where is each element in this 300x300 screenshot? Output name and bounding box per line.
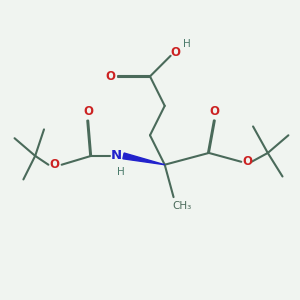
Text: CH₃: CH₃	[173, 201, 192, 211]
Polygon shape	[123, 153, 165, 165]
Text: O: O	[49, 158, 59, 171]
Text: O: O	[105, 70, 115, 83]
Text: H: H	[183, 39, 191, 49]
Text: O: O	[242, 155, 252, 168]
Text: O: O	[83, 105, 93, 118]
Text: N: N	[111, 149, 122, 162]
Text: H: H	[117, 167, 124, 177]
Text: O: O	[210, 105, 220, 118]
Text: O: O	[170, 46, 180, 59]
